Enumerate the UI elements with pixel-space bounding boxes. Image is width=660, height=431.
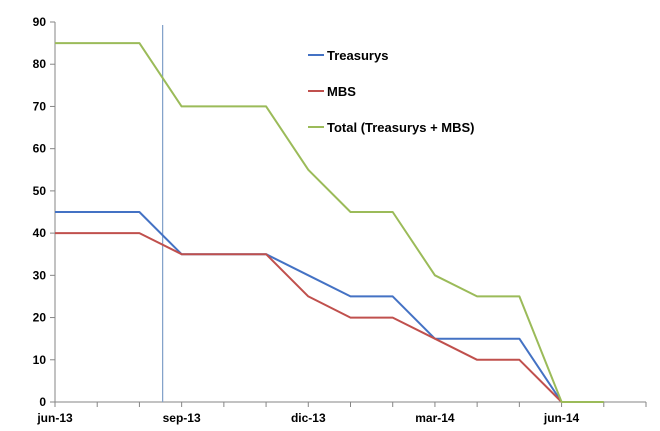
x-tick-label: dic-13: [291, 411, 326, 425]
legend-label: MBS: [327, 84, 356, 99]
chart-legend: Treasurys MBS Total (Treasurys + MBS): [308, 48, 475, 135]
legend-label: Total (Treasurys + MBS): [327, 120, 475, 135]
y-tick-label: 0: [39, 395, 46, 409]
y-tick-label: 60: [33, 142, 47, 156]
series-line-1: [55, 232, 563, 403]
y-tick-label: 50: [33, 184, 47, 198]
chart-axes: 0 10 20 30 40 50 60 70 80 90 jun-13 sep-13 dic-13 mar…: [33, 15, 647, 425]
x-tick-label: sep-13: [163, 411, 201, 425]
x-tick-label: mar-14: [415, 411, 455, 425]
x-tick-label: jun-14: [543, 411, 580, 425]
series-line-2: [55, 42, 604, 403]
y-tick-label: 40: [33, 226, 47, 240]
y-tick-label: 80: [33, 57, 47, 71]
y-tick-label: 10: [33, 353, 47, 367]
series-line-0: [55, 211, 563, 403]
x-tick-label: jun-13: [36, 411, 73, 425]
chart-series: [55, 42, 604, 403]
y-tick-label: 30: [33, 268, 47, 282]
y-tick-label: 20: [33, 311, 47, 325]
y-tick-label: 70: [33, 99, 47, 113]
y-tick-label: 90: [33, 15, 47, 29]
legend-label: Treasurys: [327, 48, 388, 63]
